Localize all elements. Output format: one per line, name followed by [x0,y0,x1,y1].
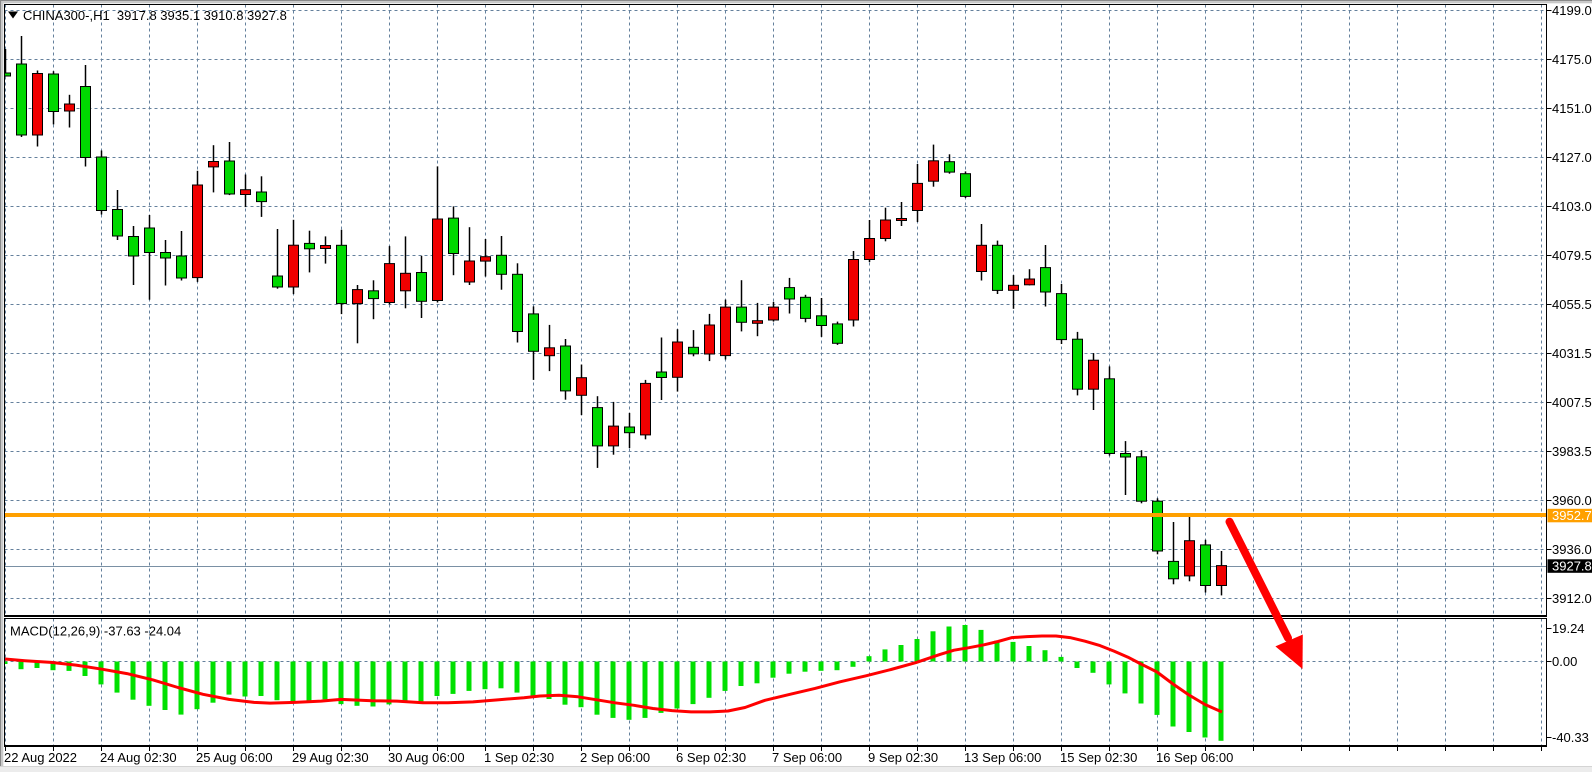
svg-text:24 Aug 02:30: 24 Aug 02:30 [100,750,177,765]
svg-text:CHINA300-,H1 3917.8 3935.1 39: CHINA300-,H1 3917.8 3935.1 3910.8 3927.8 [23,8,287,23]
svg-text:3936.0: 3936.0 [1552,542,1592,557]
svg-text:19.24: 19.24 [1552,621,1585,636]
svg-text:4127.0: 4127.0 [1552,150,1592,165]
svg-text:2 Sep 06:00: 2 Sep 06:00 [580,750,650,765]
svg-text:-40.33: -40.33 [1552,730,1589,745]
svg-text:4079.5: 4079.5 [1552,248,1592,263]
svg-text:22 Aug 2022: 22 Aug 2022 [4,750,77,765]
svg-text:29 Aug 02:30: 29 Aug 02:30 [292,750,369,765]
svg-text:9 Sep 02:30: 9 Sep 02:30 [868,750,938,765]
svg-text:30 Aug 06:00: 30 Aug 06:00 [388,750,465,765]
svg-text:4199.0: 4199.0 [1552,3,1592,18]
svg-text:3927.8: 3927.8 [1552,558,1592,573]
svg-text:7 Sep 06:00: 7 Sep 06:00 [772,750,842,765]
svg-text:13 Sep 06:00: 13 Sep 06:00 [964,750,1041,765]
svg-text:4007.5: 4007.5 [1552,395,1592,410]
svg-text:MACD(12,26,9) -37.63 -24.04: MACD(12,26,9) -37.63 -24.04 [10,624,181,639]
svg-text:1 Sep 02:30: 1 Sep 02:30 [484,750,554,765]
svg-text:25 Aug 06:00: 25 Aug 06:00 [196,750,273,765]
svg-text:4031.5: 4031.5 [1552,346,1592,361]
svg-text:4151.0: 4151.0 [1552,101,1592,116]
svg-text:16 Sep 06:00: 16 Sep 06:00 [1156,750,1233,765]
svg-text:6 Sep 02:30: 6 Sep 02:30 [676,750,746,765]
svg-text:3960.0: 3960.0 [1552,493,1592,508]
svg-text:3983.5: 3983.5 [1552,444,1592,459]
svg-text:4103.0: 4103.0 [1552,199,1592,214]
svg-text:4175.0: 4175.0 [1552,52,1592,67]
svg-text:15 Sep 02:30: 15 Sep 02:30 [1060,750,1137,765]
svg-text:0.00: 0.00 [1552,654,1577,669]
svg-text:3952.7: 3952.7 [1552,508,1592,523]
svg-text:4055.5: 4055.5 [1552,297,1592,312]
svg-text:3912.0: 3912.0 [1552,591,1592,606]
